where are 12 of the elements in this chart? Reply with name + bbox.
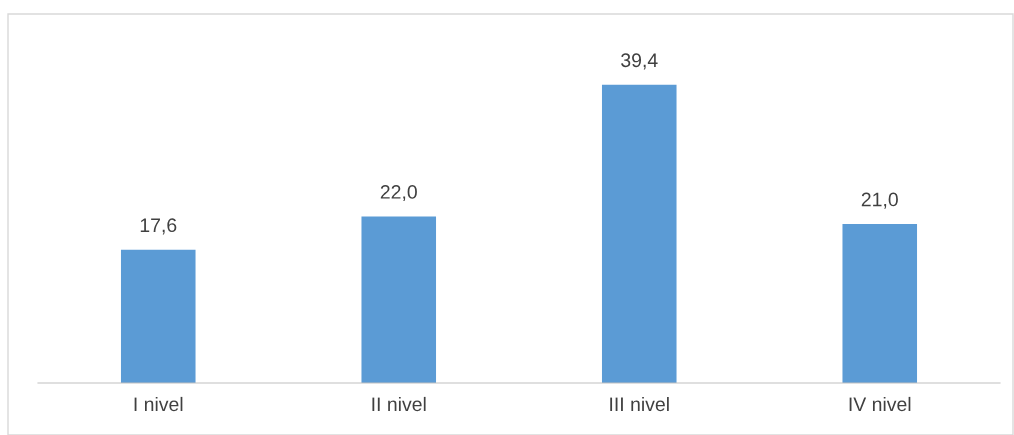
- data-label: 21,0: [861, 192, 898, 209]
- bar: [361, 216, 437, 383]
- x-tick-label: III nivel: [610, 396, 669, 412]
- x-tick-label: IV nivel: [849, 396, 911, 412]
- data-label: 17,6: [140, 218, 177, 235]
- bar: [842, 224, 918, 383]
- x-tick-label: II nivel: [372, 396, 426, 412]
- bar: [120, 249, 196, 383]
- x-tick-label: I nivel: [134, 396, 183, 412]
- data-label: 39,4: [621, 53, 658, 70]
- bar: [601, 84, 677, 383]
- data-label: 22,0: [380, 185, 417, 202]
